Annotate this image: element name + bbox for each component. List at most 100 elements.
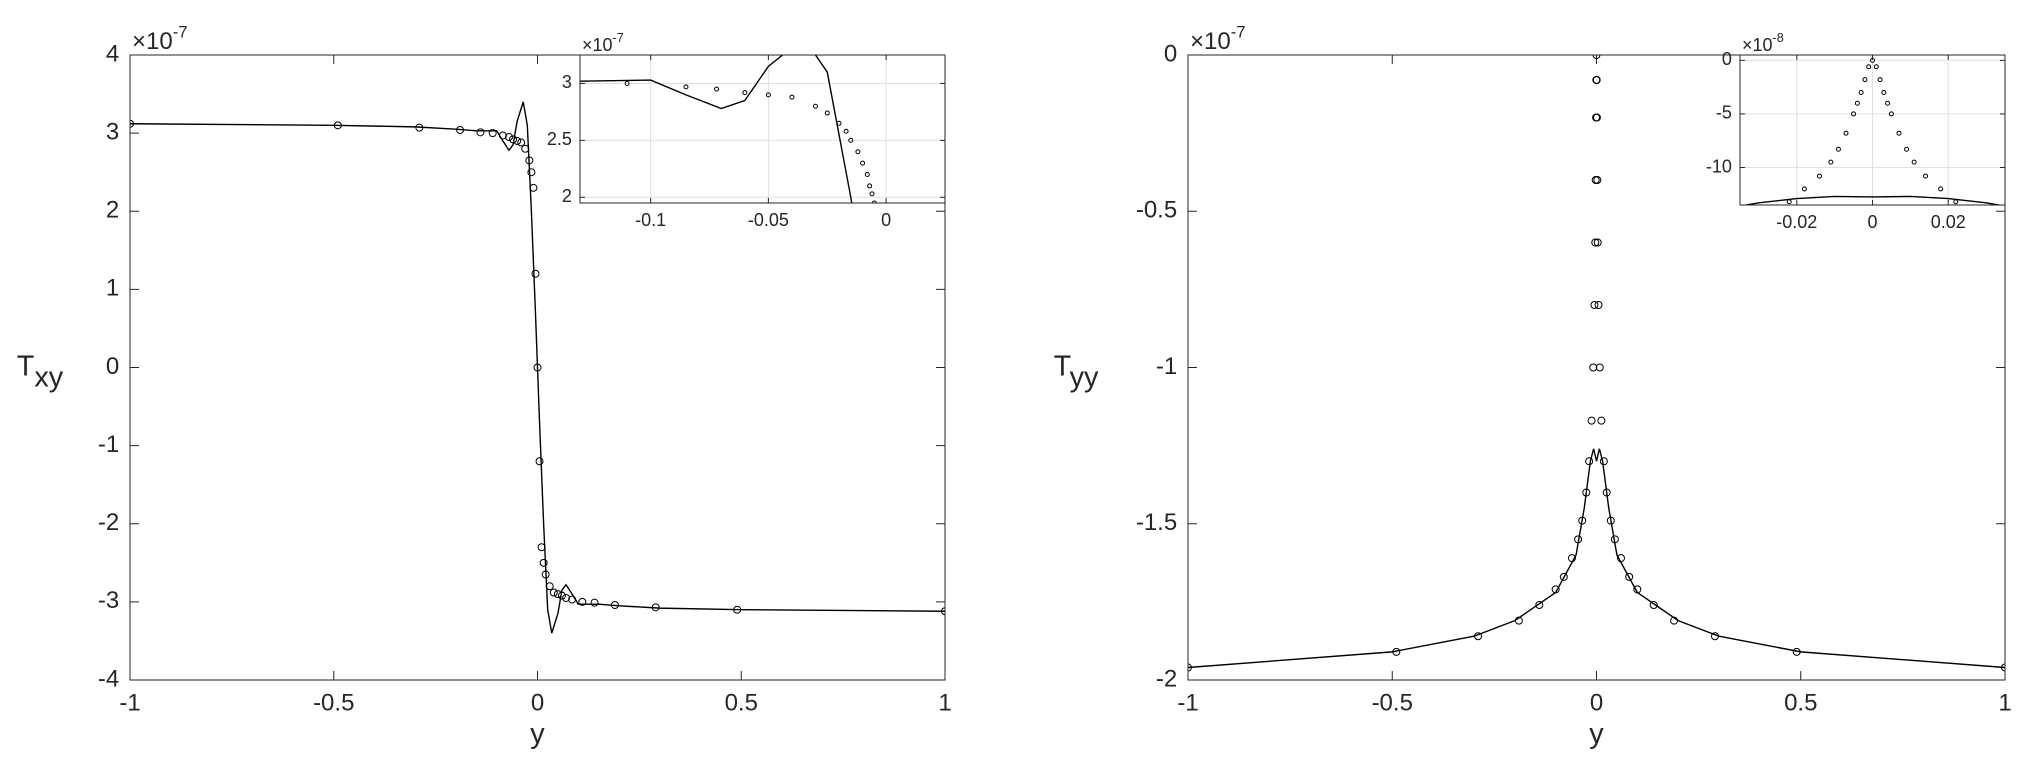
data-marker <box>1873 64 1879 70</box>
plot-area <box>1742 57 2003 205</box>
x-tick-label: 0 <box>881 210 891 230</box>
data-marker <box>1474 632 1483 641</box>
x-tick-label: 0.02 <box>1931 212 1966 232</box>
x-axis-label: y <box>1589 718 1604 750</box>
x-tick-label: 0 <box>1867 212 1877 232</box>
y-axis-label-sub: xy <box>34 361 63 393</box>
data-marker <box>855 149 861 155</box>
exponent-label: ×10-7 <box>132 23 188 56</box>
data-marker <box>1904 146 1910 152</box>
data-marker <box>578 597 587 606</box>
x-tick-label: 0.5 <box>725 689 758 716</box>
data-marker <box>1602 488 1611 497</box>
x-axis-label: y <box>530 718 545 750</box>
data-marker <box>864 172 870 178</box>
data-marker <box>1953 199 1959 205</box>
data-marker <box>590 598 599 607</box>
y-axis-label: Txy <box>17 350 64 393</box>
data-marker <box>1649 601 1658 609</box>
x-tick-label: 0.5 <box>1784 689 1817 716</box>
data-marker <box>521 144 530 153</box>
data-marker <box>539 558 548 567</box>
data-marker <box>1670 616 1679 625</box>
data-marker <box>651 603 660 612</box>
data-marker <box>533 363 542 372</box>
data-marker <box>545 582 554 591</box>
data-marker <box>1578 516 1587 525</box>
data-marker <box>1592 113 1601 122</box>
data-marker <box>1888 111 1894 117</box>
data-marker <box>537 543 546 552</box>
y-tick-label: -1 <box>1156 353 1177 380</box>
data-marker <box>525 156 534 165</box>
y-axis-label: Tyy <box>1054 350 1099 393</box>
exponent-label: ×10-8 <box>1742 31 1784 55</box>
data-marker <box>1392 647 1401 656</box>
data-marker <box>498 131 507 140</box>
data-marker <box>1911 159 1917 165</box>
data-marker <box>1851 111 1857 117</box>
plot-area <box>130 101 945 634</box>
data-marker <box>742 90 748 96</box>
y-tick-label: -0.5 <box>1136 197 1177 224</box>
data-marker <box>1591 238 1600 247</box>
exponent-power: -8 <box>1773 31 1784 45</box>
data-marker <box>1593 176 1602 184</box>
data-marker <box>869 191 875 197</box>
y-tick-label: 3 <box>562 72 572 92</box>
x-tick-label: -1 <box>1177 689 1198 716</box>
data-marker <box>1817 173 1822 179</box>
exponent-power: -7 <box>613 31 624 45</box>
y-tick-label: -1.5 <box>1136 509 1177 536</box>
y-tick-label: -2 <box>98 509 119 536</box>
data-marker <box>1633 585 1642 594</box>
data-marker <box>1597 416 1606 425</box>
y-tick-label: 2 <box>106 197 119 224</box>
data-marker <box>1590 301 1599 309</box>
data-marker <box>683 84 689 90</box>
chart: -0.1 -0.05 0 2 2.5 3 ×10-7 <box>547 31 946 230</box>
data-marker <box>562 593 571 602</box>
data-marker <box>610 601 619 609</box>
data-marker <box>1881 90 1887 95</box>
data-marker <box>541 570 550 579</box>
data-marker <box>557 591 566 600</box>
y-tick-label: 0 <box>106 353 119 380</box>
x-tick-label: 0 <box>1590 689 1603 716</box>
data-marker <box>1885 100 1891 106</box>
data-marker <box>714 86 720 92</box>
data-marker <box>488 129 497 138</box>
exponent-base: ×10 <box>1190 28 1231 55</box>
data-marker <box>1567 554 1576 563</box>
data-marker <box>624 80 630 86</box>
data-marker <box>836 120 842 126</box>
exponent-power: -7 <box>1231 23 1246 42</box>
data-marker <box>513 136 522 145</box>
data-marker <box>1866 64 1872 70</box>
data-marker <box>871 200 877 203</box>
y-tick-label: -3 <box>98 587 119 614</box>
x-tick-label: -0.5 <box>1372 689 1413 716</box>
data-marker <box>1938 186 1944 192</box>
x-tick-label: 0 <box>531 689 544 716</box>
data-marker <box>1574 535 1583 544</box>
data-marker <box>130 119 134 128</box>
data-marker <box>1514 616 1523 625</box>
data-line <box>1742 195 2003 205</box>
y-tick-label: 1 <box>106 275 119 302</box>
data-marker <box>860 160 866 166</box>
y-tick-label: 3 <box>106 118 119 145</box>
data-marker <box>1582 488 1591 497</box>
data-marker <box>1870 57 1875 63</box>
data-marker <box>1535 601 1544 609</box>
x-tick-label: -0.02 <box>1776 212 1817 232</box>
data-marker <box>1606 516 1615 525</box>
y-axis-label-main: T <box>1054 350 1071 382</box>
x-tick-label: 1 <box>1998 689 2011 716</box>
data-marker <box>1923 173 1928 179</box>
data-marker <box>1710 632 1719 641</box>
data-marker <box>1594 301 1603 309</box>
data-marker <box>1593 238 1602 247</box>
